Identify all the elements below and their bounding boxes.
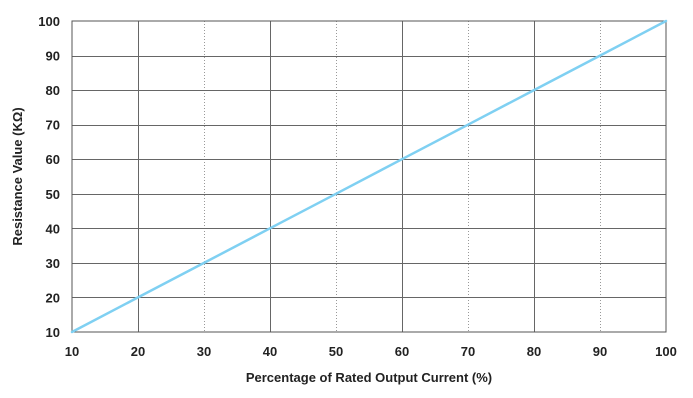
y-tick-label: 60 [46, 152, 60, 167]
x-tick-label: 40 [263, 344, 277, 359]
series-line-0 [70, 19, 668, 334]
y-tick-label: 30 [46, 256, 60, 271]
y-tick-label: 40 [46, 221, 60, 236]
x-tick-label: 50 [329, 344, 343, 359]
x-tick-label: 60 [395, 344, 409, 359]
x-tick-label: 70 [461, 344, 475, 359]
y-tick-label: 80 [46, 83, 60, 98]
y-axis-title: Resistance Value (KΩ) [10, 107, 25, 245]
x-tick-labels: 10 20 30 40 50 60 70 80 90 100 [65, 344, 677, 359]
y-tick-label: 70 [46, 118, 60, 133]
x-tick-label: 30 [197, 344, 211, 359]
x-tick-label: 10 [65, 344, 79, 359]
x-tick-label: 80 [527, 344, 541, 359]
y-tick-label: 50 [46, 187, 60, 202]
plot-frame [71, 20, 667, 333]
grid-lines [72, 21, 666, 332]
y-tick-labels: 10 20 30 40 50 60 70 80 90 100 [38, 14, 60, 340]
series-layer [70, 19, 668, 334]
y-tick-label: 20 [46, 290, 60, 305]
x-tick-label: 20 [131, 344, 145, 359]
y-tick-label: 90 [46, 49, 60, 64]
y-tick-label: 100 [38, 14, 60, 29]
x-tick-label: 90 [593, 344, 607, 359]
x-axis-title: Percentage of Rated Output Current (%) [246, 370, 492, 385]
x-tick-label: 100 [655, 344, 677, 359]
y-tick-label: 10 [46, 325, 60, 340]
